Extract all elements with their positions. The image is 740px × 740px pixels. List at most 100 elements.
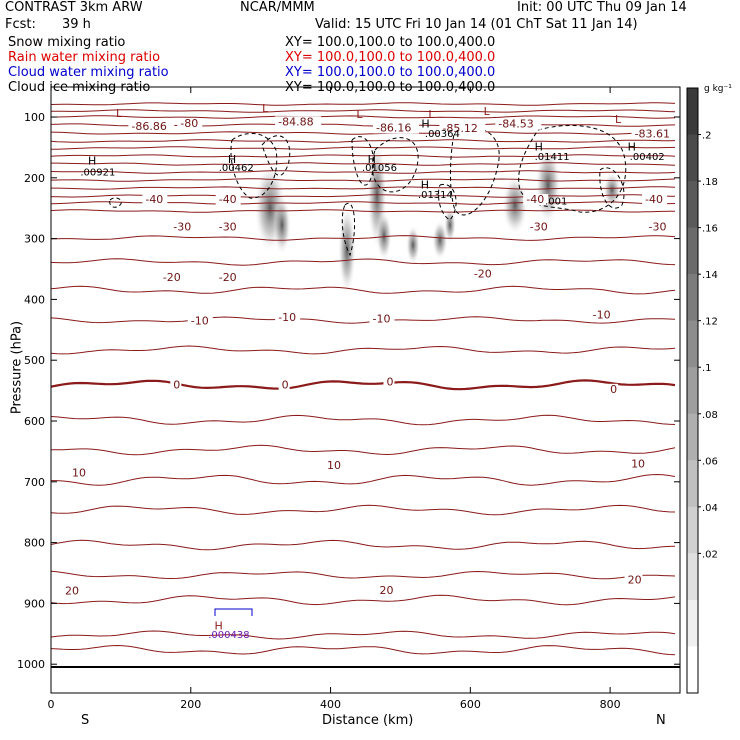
x-tick-label: 800 — [600, 698, 621, 711]
precip-shading-cell — [376, 211, 392, 261]
temperature-contour — [50, 570, 676, 580]
extremum-marker: H — [368, 153, 376, 166]
temperature-contour — [50, 379, 676, 391]
x-tick-label: 0 — [48, 698, 55, 711]
y-tick-label: 1000 — [17, 658, 45, 671]
colorbar-tick-label: .2 — [702, 131, 712, 142]
colorbar-tick-label: .18 — [702, 177, 718, 188]
app-title: CONTRAST 3km ARW — [5, 0, 143, 15]
precip-shading-cell — [444, 207, 456, 243]
extremum-marker: H — [88, 154, 96, 167]
contour-label-bg — [61, 585, 80, 597]
colorbar-swatch — [687, 134, 698, 182]
cloud-ice-contour — [599, 167, 625, 209]
colorbar-tick-label: .06 — [702, 456, 718, 467]
contour-value-label: -30 — [219, 220, 237, 233]
temperature-contour — [50, 146, 676, 150]
colorbar-swatch — [687, 506, 698, 554]
extremum-marker: L — [356, 108, 363, 121]
contour-label-bg — [645, 221, 671, 233]
precip-shading-cell — [432, 220, 448, 260]
contour-label-bg — [495, 118, 542, 130]
contour-label-bg — [128, 121, 175, 133]
contour-value-label: -85.12 — [442, 122, 477, 135]
y-tick-label: 200 — [24, 172, 45, 185]
contour-labels: -80 -40 -40 -40 -40 -30 -30 -30 -30 -20 -20 -20 -10 -… — [61, 102, 678, 641]
contour-label-bg — [278, 379, 290, 391]
y-tick-label: 500 — [24, 354, 45, 367]
axes: 0 200 400 600 800100200300400500600700800900… — [17, 87, 680, 711]
y-tick-label: 300 — [24, 233, 45, 246]
contour-value-label: -30 — [530, 220, 548, 233]
contour-value-label: -10 — [191, 315, 209, 328]
cloud-water-contour — [214, 608, 253, 616]
max-value-label: .00364 — [425, 129, 460, 140]
temperature-contours — [50, 102, 676, 656]
temperature-contour — [50, 131, 676, 135]
contour-label-bg — [159, 271, 185, 283]
cloud-ice-contour — [371, 137, 419, 193]
contour-value-label: 0 — [386, 376, 393, 389]
contour-label-bg — [372, 122, 419, 134]
contour-label-bg — [376, 585, 395, 597]
extremum-marker: H — [421, 117, 429, 130]
temperature-contour — [50, 209, 675, 213]
x-tick-label: 400 — [320, 698, 341, 711]
contour-value-label: -86.16 — [376, 121, 411, 134]
temperature-contour — [50, 115, 676, 119]
extremum-marker: L — [262, 102, 269, 115]
temperature-contour — [50, 235, 676, 241]
contour-value-label: -84.88 — [278, 115, 313, 128]
contour-label-bg — [369, 313, 395, 325]
y-tick-label: 700 — [24, 476, 45, 489]
extremum-marker: L — [116, 107, 123, 120]
temperature-contour — [50, 258, 676, 266]
temperature-contour — [51, 186, 676, 190]
init-time: Init: 00 UTC Thu 09 Jan 14 — [517, 0, 687, 15]
contour-value-label: -83.61 — [635, 127, 670, 140]
contour-label-bg — [170, 221, 196, 233]
temperature-contour — [50, 139, 676, 143]
contour-label-bg — [215, 221, 241, 233]
contour-value-label: -30 — [173, 220, 191, 233]
colorbar-swatch — [687, 599, 698, 647]
contour-value-label: -20 — [219, 271, 237, 284]
temperature-contour — [50, 285, 676, 295]
extremum-marker: H — [215, 620, 223, 633]
colorbar-swatch — [687, 88, 698, 136]
contour-value-label: 10 — [72, 467, 86, 480]
temperature-contour — [50, 178, 676, 182]
temperature-contour — [50, 345, 676, 355]
precip-shading-cell — [406, 225, 420, 265]
contour-label-bg — [624, 574, 643, 586]
precip-shading-cell — [502, 175, 528, 235]
colorbar: .2 .18 .16 .14 .12 .1 .08 .06 .04 .02 — [686, 87, 718, 694]
cloud-ice-contour — [450, 126, 500, 216]
x-tick-label: 600 — [460, 698, 481, 711]
temperature-contour — [50, 594, 676, 606]
temperature-contour — [50, 539, 676, 551]
max-value-label: .00462 — [219, 163, 254, 174]
org-label: NCAR/MMM — [240, 0, 315, 15]
field-label-rain: Rain water mixing ratio — [8, 50, 161, 65]
contour-value-label: -40 — [526, 193, 544, 206]
contour-value-label: 20 — [379, 584, 393, 597]
temperature-contour — [50, 102, 676, 106]
contour-value-label: -30 — [649, 220, 667, 233]
contour-value-label: -86.86 — [131, 120, 166, 133]
cloud-ice-dashed-contours — [109, 124, 627, 616]
contour-value-label: -10 — [593, 309, 611, 322]
field-label-cloud-water: Cloud water mixing ratio — [8, 65, 169, 80]
field-xy-snow: XY= 100.0,100.0 to 100.0,400.0 — [285, 35, 496, 50]
precip-shading-cell — [338, 205, 356, 295]
extremum-marker: H — [421, 179, 429, 192]
extremum-marker: H — [228, 153, 236, 166]
temperature-contour — [51, 109, 676, 113]
colorbar-swatch — [687, 227, 698, 275]
contour-value-label: -10 — [372, 312, 390, 325]
x-axis-label: Distance (km) — [322, 713, 414, 728]
contour-value-label: 20 — [65, 585, 79, 598]
contour-value-label: -84.53 — [498, 118, 533, 131]
temperature-contour — [50, 316, 676, 324]
y-tick-label: 900 — [24, 597, 45, 610]
